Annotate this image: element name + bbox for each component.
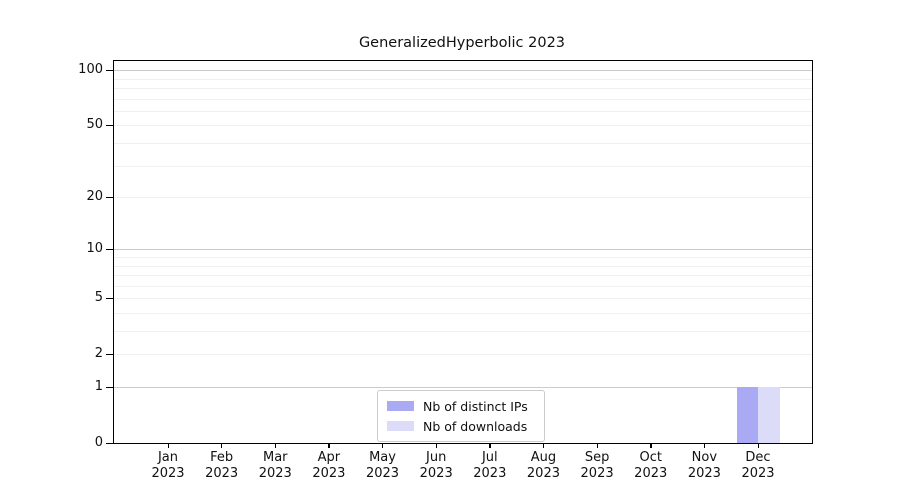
x-tick-label-line: 2023 [151, 466, 185, 481]
x-tick-label-line: Aug [530, 450, 557, 465]
y-tick-mark [106, 353, 113, 356]
x-tick-mark [274, 443, 277, 448]
x-tick-mark [596, 443, 598, 448]
minor-gridline [114, 275, 812, 277]
minor-gridline [114, 257, 812, 258]
major-gridline [114, 387, 812, 388]
x-tick-label: Jun 2023 [420, 450, 453, 482]
y-tick-mark [106, 196, 113, 198]
minor-gridline [114, 354, 812, 356]
x-tick-mark [221, 443, 223, 448]
y-tick-mark [106, 297, 113, 300]
x-tick-label: Jan 2023 [151, 450, 184, 482]
y-tick-label: 2 [94, 346, 103, 362]
x-tick-label: May 2023 [366, 450, 399, 482]
bar-nb-of-distinct-ips [736, 387, 758, 443]
bar-nb-of-downloads [758, 387, 780, 443]
x-tick-label-line: 2023 [473, 466, 507, 481]
y-tick-label: 1 [94, 379, 103, 394]
x-tick-mark [703, 443, 706, 448]
x-tick-mark [650, 443, 652, 448]
legend-label: Nb of distinct IPs [423, 398, 528, 414]
x-tick-label-line: Sep [584, 450, 610, 465]
legend: Nb of distinct IPs Nb of downloads [377, 390, 545, 442]
x-tick-label-line: 2023 [634, 466, 668, 481]
minor-gridline [114, 285, 812, 287]
legend-item: Nb of downloads [387, 417, 536, 435]
x-tick-label: Mar 2023 [259, 450, 292, 482]
minor-gridline [114, 88, 812, 90]
x-tick-label-line: 2023 [419, 466, 453, 481]
x-tick-label-line: Jan [157, 450, 179, 465]
y-tick-label: 5 [94, 290, 103, 306]
x-tick-label-line: 2023 [580, 466, 614, 481]
x-tick-label-line: Mar [263, 450, 288, 465]
minor-gridline [114, 265, 812, 267]
minor-gridline [114, 78, 812, 80]
y-tick-label: 100 [78, 62, 103, 78]
x-tick-label: Dec 2023 [741, 450, 774, 482]
y-tick-mark [106, 386, 113, 388]
x-tick-label: Jul 2023 [473, 450, 506, 482]
x-tick-label-line: Nov [691, 450, 718, 465]
x-tick-label-line: Oct [639, 450, 662, 465]
legend-swatch [387, 401, 414, 411]
x-tick-label: Nov 2023 [688, 450, 721, 482]
x-tick-label-line: 2023 [687, 466, 721, 481]
x-tick-label-line: Apr [317, 450, 341, 465]
major-gridline [114, 249, 812, 251]
minor-gridline [114, 98, 812, 100]
x-tick-label: Feb 2023 [205, 450, 238, 482]
x-tick-mark [542, 443, 545, 448]
x-tick-label-line: Feb [210, 450, 234, 465]
minor-gridline [114, 110, 812, 112]
x-tick-mark [167, 443, 169, 448]
x-tick-mark [328, 443, 330, 448]
y-tick-label: 10 [86, 241, 103, 257]
legend-label: Nb of downloads [423, 418, 528, 434]
y-tick-label: 50 [86, 117, 103, 133]
x-tick-mark [757, 443, 759, 448]
x-tick-label-line: 2023 [526, 466, 560, 481]
x-tick-label-line: Dec [745, 450, 771, 465]
x-tick-label-line: Jun [426, 450, 447, 465]
x-tick-label: Sep 2023 [581, 450, 614, 482]
x-tick-mark [382, 443, 384, 448]
legend-swatch [387, 421, 414, 431]
major-gridline [114, 70, 812, 72]
y-tick-mark [106, 248, 113, 251]
x-tick-label: Apr 2023 [312, 450, 345, 482]
x-tick-label-line: 2023 [365, 466, 400, 481]
x-tick-label-line: 2023 [258, 466, 292, 481]
minor-gridline [114, 143, 812, 145]
minor-gridline [114, 312, 812, 314]
x-tick-label-line: 2023 [741, 466, 775, 481]
minor-gridline [114, 197, 812, 199]
x-tick-label-line: May [369, 450, 396, 465]
minor-gridline [114, 165, 812, 167]
x-tick-mark [489, 443, 491, 448]
x-tick-mark [435, 443, 437, 448]
plot-area: Nb of distinct IPs Nb of downloads 0 1 2 5 10… [78, 60, 813, 481]
chart-title: GeneralizedHyperbolic 2023 [358, 35, 566, 51]
y-tick-mark [106, 124, 113, 127]
minor-gridline [114, 298, 812, 300]
legend-item: Nb of distinct IPs [387, 397, 536, 415]
minor-gridline [114, 331, 812, 333]
y-tick-mark [106, 69, 113, 71]
x-tick-label: Oct 2023 [634, 450, 667, 482]
x-tick-label: Aug 2023 [527, 450, 560, 482]
y-tick-label: 20 [86, 189, 103, 205]
x-tick-label-line: Jul [481, 450, 498, 465]
y-tick-label: 0 [94, 435, 103, 450]
y-tick-mark [106, 442, 113, 444]
x-tick-label-line: 2023 [205, 466, 239, 481]
minor-gridline [114, 125, 812, 127]
x-tick-label-line: 2023 [312, 466, 346, 481]
